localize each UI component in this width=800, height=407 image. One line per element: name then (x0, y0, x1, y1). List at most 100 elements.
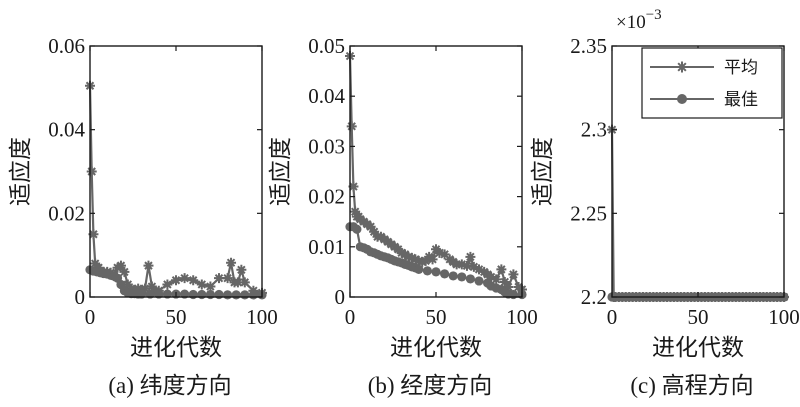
marker-average-36 (239, 277, 250, 288)
marker-average-24 (417, 256, 428, 267)
y-tick-label: 2.2 (581, 285, 607, 309)
x-axis-label: 进化代数 (130, 335, 222, 361)
marker-average-35 (461, 260, 472, 271)
x-tick-label: 50 (426, 305, 447, 329)
marker-average-37 (468, 261, 479, 272)
marker-average-30 (439, 249, 450, 260)
marker-average-12 (115, 260, 126, 271)
marker-best-22 (431, 267, 441, 277)
marker-average-30 (214, 273, 224, 284)
marker-average-28 (196, 279, 207, 290)
y-tick-label: 0.01 (308, 235, 345, 259)
marker-average-29 (205, 281, 216, 292)
marker-average-26 (179, 273, 190, 284)
marker-average-19 (140, 283, 151, 294)
y-axis-label: 适应度 (268, 137, 294, 206)
marker-average-1 (86, 166, 97, 177)
legend-label-best: 最佳 (724, 90, 758, 110)
chart-panel-3: 2.2 2.25 2.3 2.35 0 50 100 进化代数 适应度 (c) 高程方向 ×10−3… (530, 7, 800, 398)
chart-panel-1: 0 0.02 0.04 0.06 0 50 100 进化代数 适应度 (a) 纬度方向 (8, 34, 278, 398)
marker-average-3 (350, 206, 361, 217)
y-tick-label: 0.05 (308, 34, 345, 58)
marker-average-20 (143, 260, 154, 271)
x-tick-label: 100 (506, 305, 538, 329)
x-tick-label: 50 (688, 305, 709, 329)
marker-best-28 (248, 290, 258, 300)
legend-label-average: 平均 (724, 58, 758, 78)
axes-box (89, 45, 263, 298)
marker-average-34 (456, 259, 467, 270)
marker-average-34 (232, 277, 243, 288)
marker-best-27 (474, 276, 484, 286)
series-line-average (610, 129, 784, 299)
marker-average-38 (474, 264, 484, 275)
marker-average-20 (403, 251, 414, 262)
marker-best-21 (188, 289, 198, 300)
x-axis-label: 进化代数 (652, 335, 744, 361)
marker-average-3 (90, 258, 101, 269)
marker-average-46 (508, 269, 519, 280)
marker-average-23 (413, 255, 424, 266)
x-tick-label: 50 (166, 305, 187, 329)
marker-average-33 (451, 259, 462, 270)
marker-average-27 (188, 275, 199, 286)
y-tick-label: 0.02 (48, 201, 85, 225)
y-tick-label: 2.35 (570, 34, 607, 58)
marker-average-9 (365, 221, 376, 232)
marker-best-34 (508, 289, 518, 300)
series-line-average (88, 85, 263, 294)
marker-average-21 (406, 252, 417, 263)
marker-average-36 (465, 251, 476, 262)
y-tick-label: 2.25 (570, 201, 607, 225)
marker-best-24 (214, 289, 224, 300)
x-tick-label: 0 (85, 305, 96, 329)
x-tick-label: 100 (246, 305, 278, 329)
x-tick-label: 0 (607, 305, 618, 329)
marker-average-10 (369, 226, 380, 237)
x-tick-label: 0 (345, 305, 356, 329)
chart-panel-2: 0 0.01 0.02 0.03 0.04 0.05 0 50 100 进化代数 适应度 (b) 经度… (268, 34, 538, 398)
y-exponent-label: ×10−3 (616, 7, 662, 33)
marker-average-27 (427, 254, 438, 265)
marker-best-23 (205, 289, 215, 300)
panel-caption: (c) 高程方向 (630, 373, 753, 398)
marker-average-1 (346, 121, 357, 132)
y-axis-label: 适应度 (8, 137, 34, 206)
marker-best-25 (457, 272, 467, 282)
marker-average-44 (499, 276, 510, 287)
x-tick-label: 100 (768, 305, 800, 329)
marker-average-42 (491, 274, 502, 285)
marker-average-45 (503, 281, 514, 292)
marker-average-24 (162, 279, 173, 290)
panel-caption: (b) 经度方向 (368, 373, 493, 398)
marker-best-20 (414, 264, 424, 274)
marker-average-2 (88, 229, 99, 240)
legend-marker-average (676, 61, 688, 73)
marker-best-22 (197, 289, 207, 300)
marker-best-23 (440, 269, 450, 279)
y-tick-label: 0.03 (308, 134, 345, 158)
x-axis-label: 进化代数 (390, 335, 482, 361)
y-tick-label: 0.02 (308, 185, 345, 209)
y-tick-label: 2.3 (581, 118, 607, 142)
marker-average-22 (410, 254, 421, 265)
marker-average-2 (348, 181, 359, 192)
marker-average-29 (434, 247, 445, 258)
panel-caption: (a) 纬度方向 (108, 373, 231, 398)
marker-average-25 (420, 255, 431, 266)
marker-average-31 (222, 273, 233, 284)
y-tick-label: 0.04 (308, 84, 345, 108)
marker-average-13 (119, 266, 130, 277)
y-tick-label: 0.04 (48, 118, 85, 142)
marker-average-32 (226, 257, 237, 268)
marker-best-26 (231, 290, 241, 300)
marker-average-41 (486, 271, 497, 282)
marker-average-35 (236, 264, 247, 275)
marker-average-18 (396, 247, 407, 258)
marker-best-2 (352, 224, 362, 234)
marker-best-25 (223, 290, 233, 300)
marker-average-21 (146, 281, 157, 292)
marker-average-43 (496, 264, 507, 275)
